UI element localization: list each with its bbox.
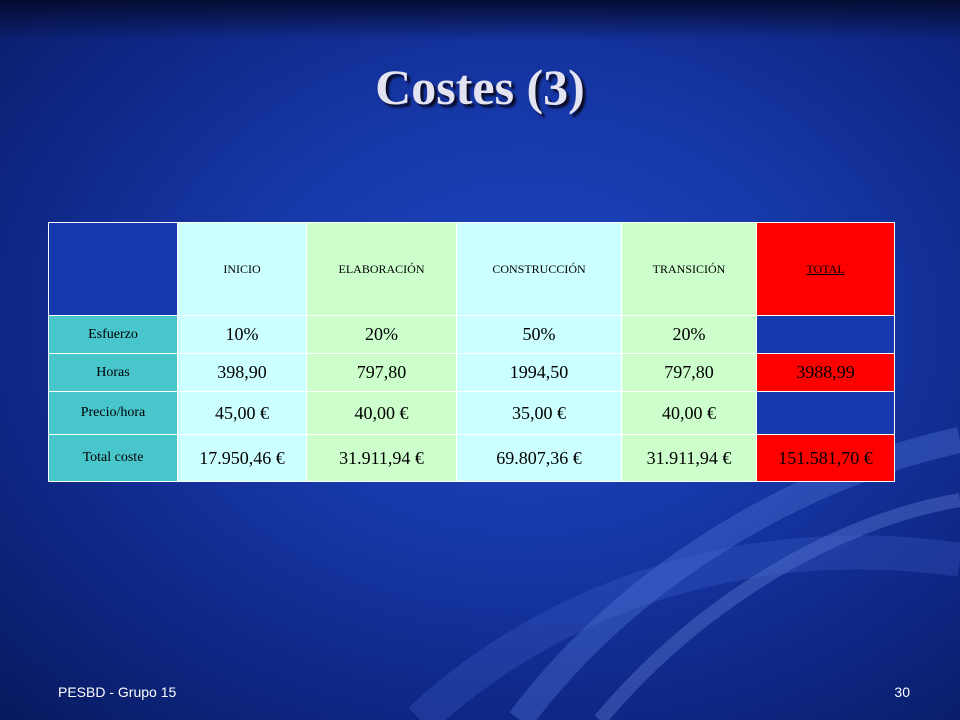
cell-precio-inicio: 45,00 € — [177, 391, 307, 435]
row-label-esfuerzo: Esfuerzo — [48, 315, 178, 354]
cell-precio-total — [756, 391, 895, 435]
row-label-horas: Horas — [48, 353, 178, 392]
table-row: Esfuerzo 10% 20% 50% 20% — [48, 315, 895, 354]
footer-group-label: PESBD - Grupo 15 — [58, 684, 177, 700]
cell-esfuerzo-elaboracion: 20% — [306, 315, 457, 354]
cell-coste-transicion: 31.911,94 € — [621, 434, 757, 482]
slide-title: Costes (3) — [375, 59, 585, 115]
header-transicion: TRANSICIÓN — [621, 222, 757, 316]
cell-horas-total: 3988,99 — [756, 353, 895, 392]
cell-esfuerzo-construccion: 50% — [456, 315, 622, 354]
cell-precio-construccion: 35,00 € — [456, 391, 622, 435]
header-construccion: CONSTRUCCIÓN — [456, 222, 622, 316]
cell-coste-inicio: 17.950,46 € — [177, 434, 307, 482]
header-elaboracion: ELABORACIÓN — [306, 222, 457, 316]
cell-esfuerzo-inicio: 10% — [177, 315, 307, 354]
cell-horas-elaboracion: 797,80 — [306, 353, 457, 392]
cell-coste-construccion: 69.807,36 € — [456, 434, 622, 482]
cell-esfuerzo-total — [756, 315, 895, 354]
row-label-total-coste: Total coste — [48, 434, 178, 482]
table-row: Horas 398,90 797,80 1994,50 797,80 3988,… — [48, 353, 895, 392]
header-inicio: INICIO — [177, 222, 307, 316]
table-row: Total coste 17.950,46 € 31.911,94 € 69.8… — [48, 434, 895, 482]
cell-horas-inicio: 398,90 — [177, 353, 307, 392]
cell-horas-construccion: 1994,50 — [456, 353, 622, 392]
header-total: TOTAL — [756, 222, 895, 316]
cell-horas-transicion: 797,80 — [621, 353, 757, 392]
table-header-row: INICIO ELABORACIÓN CONSTRUCCIÓN TRANSICI… — [48, 222, 895, 316]
cell-esfuerzo-transicion: 20% — [621, 315, 757, 354]
cell-coste-total: 151.581,70 € — [756, 434, 895, 482]
page-number: 30 — [894, 684, 910, 700]
costs-table: INICIO ELABORACIÓN CONSTRUCCIÓN TRANSICI… — [48, 222, 895, 482]
cell-precio-elaboracion: 40,00 € — [306, 391, 457, 435]
table-row: Precio/hora 45,00 € 40,00 € 35,00 € 40,0… — [48, 391, 895, 435]
top-dark-band — [0, 0, 960, 40]
corner-cell — [48, 222, 178, 316]
row-label-precio-hora: Precio/hora — [48, 391, 178, 435]
cell-coste-elaboracion: 31.911,94 € — [306, 434, 457, 482]
cell-precio-transicion: 40,00 € — [621, 391, 757, 435]
